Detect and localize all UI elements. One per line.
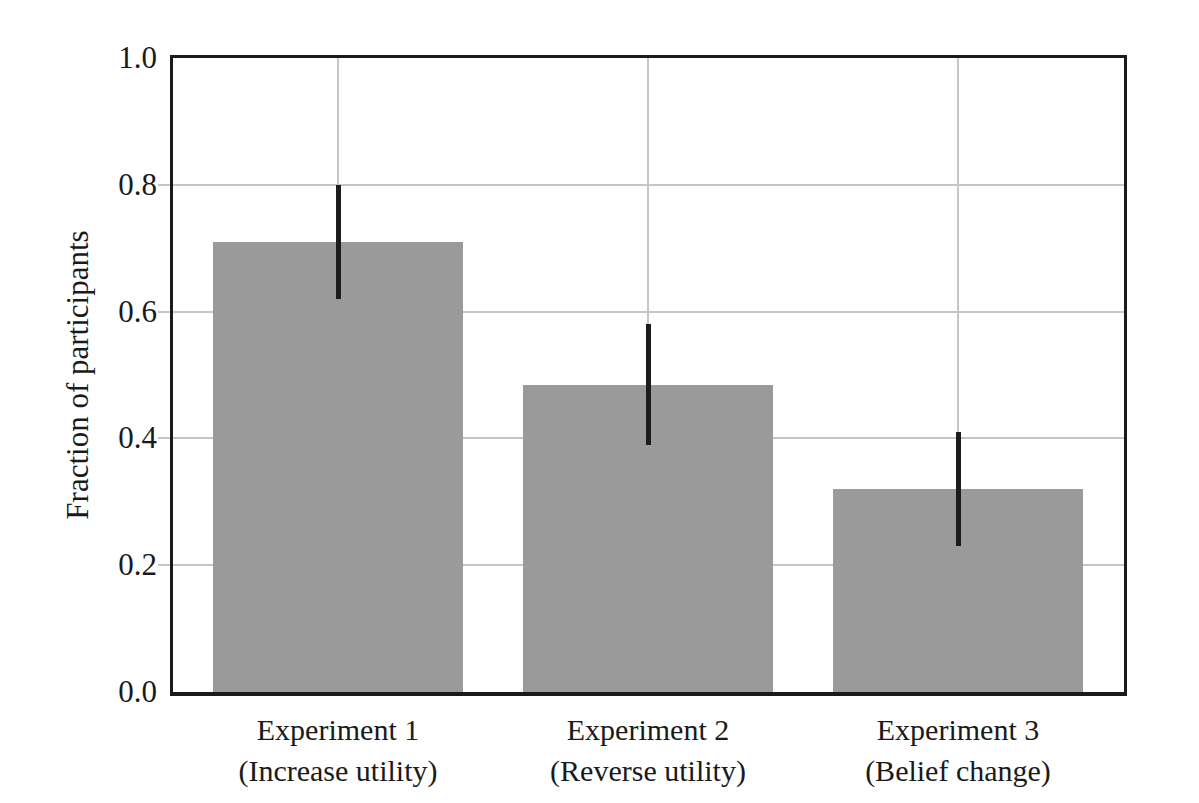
x-category-label-line1: Experiment 1: [168, 710, 508, 751]
x-category-label-line2: (Belief change): [788, 751, 1128, 792]
error-bar-experiment-3: [956, 432, 961, 546]
y-axis-title: Fraction of participants: [60, 230, 96, 519]
y-tick-label: 0.2: [0, 547, 157, 583]
plot-area: [170, 55, 1127, 696]
y-axis-tick: [158, 564, 170, 566]
x-category-label-line2: (Increase utility): [168, 751, 508, 792]
y-tick-label: 0.0: [0, 674, 157, 710]
y-tick-label: 0.6: [0, 294, 157, 330]
horizontal-gridline: [173, 184, 1124, 186]
y-axis-tick: [158, 311, 170, 313]
bar-experiment-1: [213, 242, 463, 692]
x-category-label-line1: Experiment 2: [478, 710, 818, 751]
y-tick-label: 0.4: [0, 420, 157, 456]
y-tick-label: 0.8: [0, 167, 157, 203]
y-axis-tick: [158, 184, 170, 186]
y-tick-label: 1.0: [0, 40, 157, 76]
error-bar-experiment-1: [336, 185, 341, 299]
y-axis-tick: [158, 437, 170, 439]
x-category-label-line2: (Reverse utility): [478, 751, 818, 792]
bar-chart-figure: Fraction of participants 0.0 0.2 0.4 0.6 0.8…: [0, 0, 1199, 803]
x-category-label-line1: Experiment 3: [788, 710, 1128, 751]
x-category-label-1: Experiment 1(Increase utility): [168, 710, 508, 791]
error-bar-experiment-2: [646, 324, 651, 444]
x-category-label-2: Experiment 2(Reverse utility): [478, 710, 818, 791]
x-category-label-3: Experiment 3(Belief change): [788, 710, 1128, 791]
